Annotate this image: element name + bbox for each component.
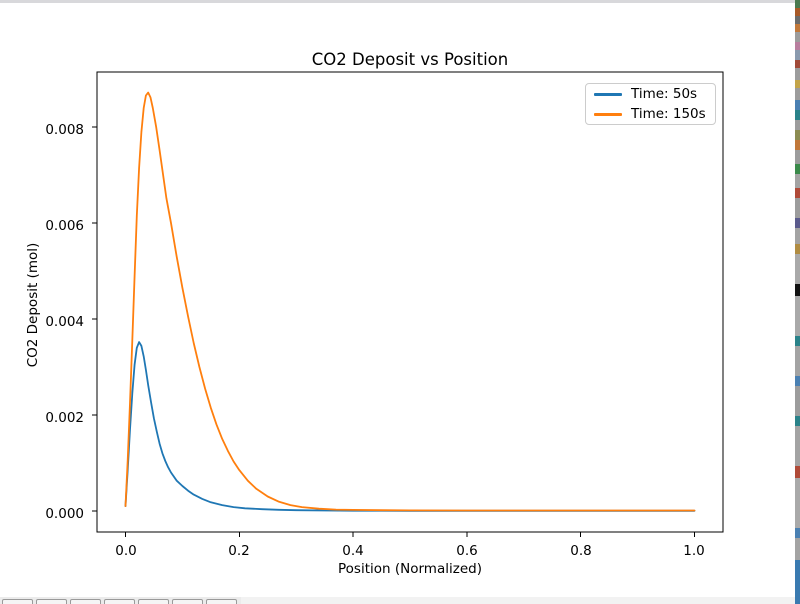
background-sliver-segment [795,478,800,528]
legend-entry: Time: 50s [594,86,707,102]
background-sliver-segment [795,42,800,50]
legend: Time: 50s Time: 150s [585,83,716,125]
legend-label: Time: 150s [631,106,706,122]
background-sliver-segment [795,0,800,8]
axis-tick-marks [92,126,696,537]
background-sliver-segment [795,386,800,416]
subplots-button[interactable] [172,599,203,604]
background-sliver-segment [795,416,800,426]
home-button[interactable] [2,599,33,604]
series-lines [124,91,696,512]
y-tick-label: 0.000 [45,506,84,522]
background-sliver-segment [795,296,800,336]
background-sliver-segment [795,228,800,244]
x-tick-label: 0.6 [456,543,478,559]
background-sliver-segment [795,254,800,284]
background-sliver-segment [795,120,800,130]
background-sliver-segment [795,110,800,120]
window-top-edge [0,0,795,3]
background-sliver-segment [795,60,800,68]
background-sliver-segment [795,164,800,174]
x-tick-label: 0.8 [570,543,592,559]
figure-canvas: CO2 Deposit vs Position Position (Normal… [0,3,795,597]
background-sliver-segment [795,140,800,150]
save-button[interactable] [206,599,237,604]
background-sliver-segment [795,244,800,254]
legend-entry: Time: 150s [594,106,707,122]
background-sliver-segment [795,150,800,164]
x-tick-label: 0.4 [342,543,364,559]
plot-svg [92,71,724,537]
background-sliver-segment [795,218,800,228]
background-sliver-segment [795,284,800,296]
background-sliver-segment [795,528,800,538]
axes-spines [96,71,724,533]
y-tick-label: 0.006 [45,218,84,234]
background-sliver-segment [795,336,800,346]
chart-title: CO2 Deposit vs Position [311,50,509,69]
background-sliver-segment [795,198,800,218]
background-sliver-segment [795,32,800,42]
x-tick-label: 0.2 [228,543,250,559]
legend-line-sample-orange [594,112,622,116]
legend-label: Time: 50s [631,86,698,102]
y-tick-label: 0.002 [45,410,84,426]
background-sliver-segment [795,100,800,110]
series-line-time-50s [124,341,696,512]
series-line-time-150s [124,91,696,512]
background-sliver-segment [795,8,800,16]
background-sliver-segment [795,188,800,198]
legend-line-sample-blue [594,92,622,96]
x-tick-label: 1.0 [683,543,705,559]
background-sliver-segment [795,130,800,140]
background-sliver-segment [795,426,800,466]
background-sliver-segment [795,88,800,100]
zoom-button[interactable] [138,599,169,604]
x-tick-label: 0.0 [115,543,137,559]
background-sliver-segment [795,560,800,604]
toolbar-button-strip [0,597,241,604]
background-sliver-segment [795,174,800,188]
background-sliver-segment [795,80,800,88]
background-sliver-segment [795,50,800,60]
forward-button[interactable] [70,599,101,604]
background-sliver-segment [795,466,800,478]
background-sliver-segment [795,538,800,560]
y-tick-label: 0.008 [45,122,84,138]
background-window-sliver [795,0,800,604]
background-sliver-segment [795,376,800,386]
background-sliver-segment [795,16,800,24]
back-button[interactable] [36,599,67,604]
x-axis-label: Position (Normalized) [338,561,482,577]
pan-button[interactable] [104,599,135,604]
navigation-toolbar [0,597,795,604]
background-sliver-segment [795,68,800,80]
y-tick-label: 0.004 [45,314,84,330]
background-sliver-segment [795,346,800,376]
background-sliver-segment [795,24,800,32]
